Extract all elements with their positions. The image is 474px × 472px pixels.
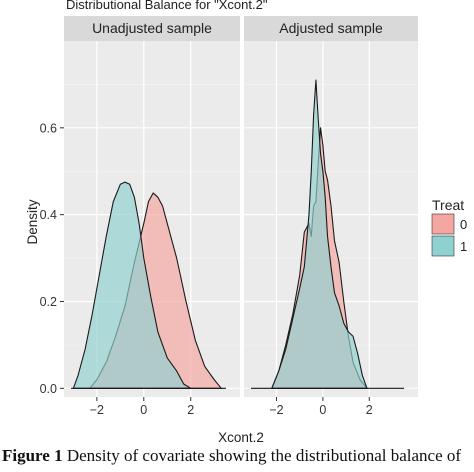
density-areas-adjusted	[250, 79, 405, 389]
chart-title: Distributional Balance for "Xcont.2"	[66, 0, 268, 12]
x-tick-label: 2	[187, 403, 194, 417]
facet-adjusted: Adjusted sample −2 0 2	[244, 16, 418, 417]
density-area-treat-1	[271, 79, 368, 389]
figure-caption: Figure 1 Density of covariate showing th…	[2, 446, 474, 472]
caption-text: Density of covariate showing the distrib…	[62, 446, 462, 465]
x-axis-label: Xcont.2	[218, 430, 264, 445]
legend: Treat 0 1	[431, 197, 467, 257]
legend-swatch-0	[431, 213, 455, 235]
y-tick-label: 0.6	[40, 121, 57, 135]
y-tick-label: 0.2	[40, 295, 57, 309]
x-tick-label: 0	[140, 403, 147, 417]
facet-label-adjusted: Adjusted sample	[279, 20, 383, 36]
y-axis-ticks: 0.0 0.2 0.4 0.6	[40, 121, 64, 396]
x-tick-label: −2	[90, 403, 104, 417]
legend-label-1: 1	[460, 239, 467, 254]
y-axis-label: Density	[25, 199, 40, 244]
facet-unadjusted: Unadjusted sample −2 0 2	[64, 16, 240, 417]
x-tick-label: 2	[366, 403, 373, 417]
facet-label-unadjusted: Unadjusted sample	[92, 20, 212, 36]
x-ticks-adjusted: −2 0 2	[269, 397, 373, 417]
density-areas-unadjusted	[71, 181, 226, 389]
density-chart: Distributional Balance for "Xcont.2" Una…	[25, 0, 467, 445]
y-tick-label: 0.0	[40, 382, 57, 396]
y-tick-label: 0.4	[40, 208, 57, 222]
density-area-treat-1	[72, 181, 192, 389]
x-tick-label: 0	[319, 403, 326, 417]
facet-strip-adjusted	[244, 16, 418, 41]
x-ticks-unadjusted: −2 0 2	[90, 397, 194, 417]
legend-title: Treat	[432, 197, 464, 213]
facet-strip-unadjusted	[64, 16, 240, 41]
caption-label: Figure 1	[2, 446, 63, 465]
legend-swatch-1	[431, 235, 455, 257]
x-tick-label: −2	[269, 403, 283, 417]
legend-label-0: 0	[460, 217, 467, 232]
